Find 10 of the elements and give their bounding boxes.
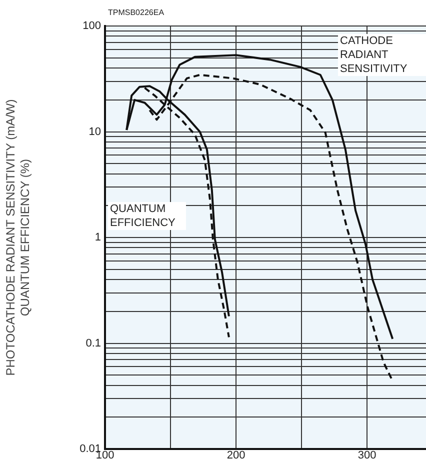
y-tick-label: 1 xyxy=(94,232,101,244)
x-tick-label: 200 xyxy=(226,450,246,462)
x-tick-label: 300 xyxy=(358,450,376,462)
y-axis-title: PHOTOCATHODE RADIANT SENSITIVITY (mA/W) QUANTUM EFFICIENCY (%) xyxy=(4,99,32,376)
annotation: QUANTUM EFFICIENCY xyxy=(108,202,186,230)
y-tick-label: 10 xyxy=(88,126,101,138)
text: TPMSB0226EA xyxy=(107,8,166,18)
y-tick-label: 100 xyxy=(82,20,101,32)
annotation: CATHODE RADIANT SENSITIVITY xyxy=(338,34,426,76)
y-tick-label: 0.1 xyxy=(86,337,101,350)
